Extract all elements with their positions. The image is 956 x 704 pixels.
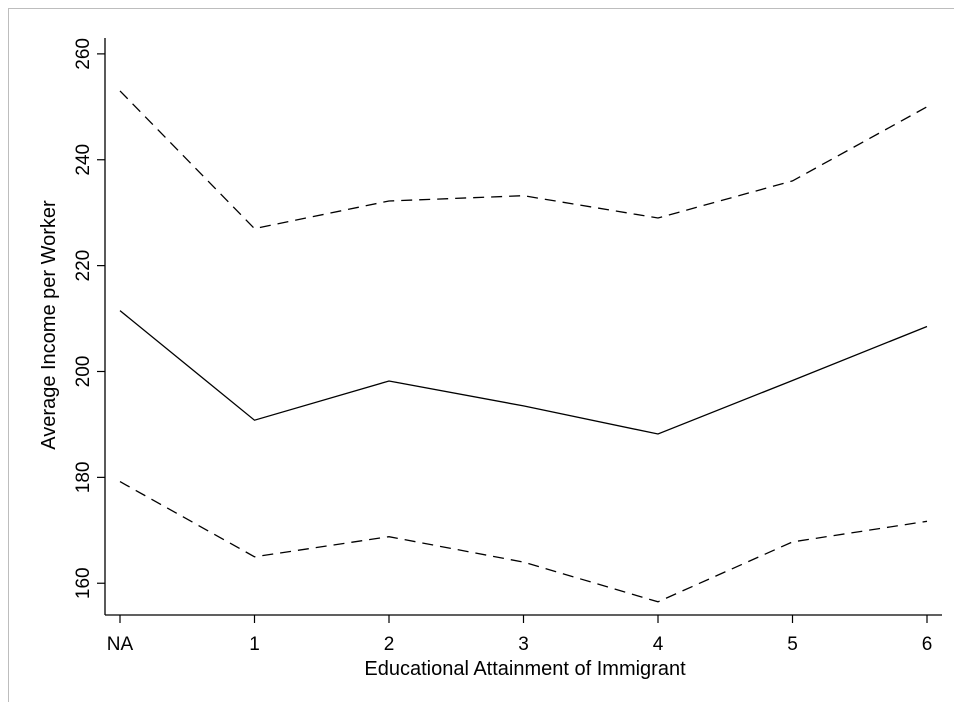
x-tick-label: 5 [787, 634, 798, 655]
x-axis-title: Educational Attainment of Immigrant [364, 658, 686, 680]
series-line-0 [119, 90, 928, 230]
x-tick-label: 1 [249, 634, 260, 655]
y-tick-label: 220 [73, 250, 94, 282]
series-line-2 [119, 481, 928, 603]
chart-frame [8, 8, 954, 702]
series-layer [119, 90, 928, 603]
axis-labels: Educational Attainment of Immigrant Aver… [38, 200, 686, 680]
y-tick-label: 240 [73, 144, 94, 176]
y-axis-title: Average Income per Worker [38, 200, 60, 450]
y-tick-label: 160 [73, 567, 94, 599]
x-tick-label: NA [107, 634, 134, 655]
x-tick-label: 2 [384, 634, 395, 655]
series-line-1 [119, 310, 928, 435]
x-tick-label: 6 [922, 634, 933, 655]
axes: 160 180 200 220 240 260 NA 1 2 3 4 5 6 [73, 38, 942, 655]
y-tick-label: 260 [73, 38, 94, 70]
x-tick-label: 3 [518, 634, 529, 655]
y-tick-label: 200 [73, 356, 94, 388]
x-tick-label: 4 [653, 634, 664, 655]
y-tick-label: 180 [73, 462, 94, 494]
